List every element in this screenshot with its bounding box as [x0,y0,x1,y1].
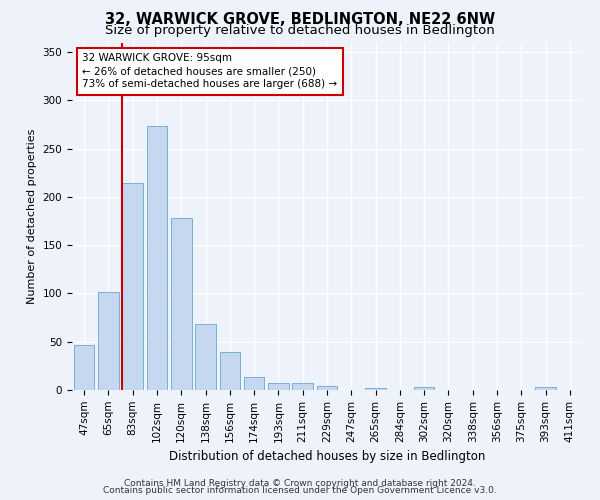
Bar [535,387,556,390]
Bar [74,344,94,390]
Text: Contains public sector information licensed under the Open Government Licence v3: Contains public sector information licen… [103,486,497,495]
Text: Contains HM Land Registry data © Crown copyright and database right 2024.: Contains HM Land Registry data © Crown c… [124,478,476,488]
Bar [244,378,265,390]
Text: 32, WARWICK GROVE, BEDLINGTON, NE22 6NW: 32, WARWICK GROVE, BEDLINGTON, NE22 6NW [105,12,495,28]
X-axis label: Distribution of detached houses by size in Bedlington: Distribution of detached houses by size … [169,450,485,463]
Text: Size of property relative to detached houses in Bedlington: Size of property relative to detached ho… [105,24,495,37]
Bar [146,126,167,390]
Bar [414,387,434,390]
Bar [268,383,289,390]
Bar [195,324,216,390]
Bar [292,383,313,390]
Bar [220,352,240,390]
Bar [122,184,143,390]
Bar [171,218,191,390]
Text: 32 WARWICK GROVE: 95sqm
← 26% of detached houses are smaller (250)
73% of semi-d: 32 WARWICK GROVE: 95sqm ← 26% of detache… [82,53,337,90]
Bar [365,388,386,390]
Y-axis label: Number of detached properties: Number of detached properties [27,128,37,304]
Bar [98,292,119,390]
Bar [317,386,337,390]
